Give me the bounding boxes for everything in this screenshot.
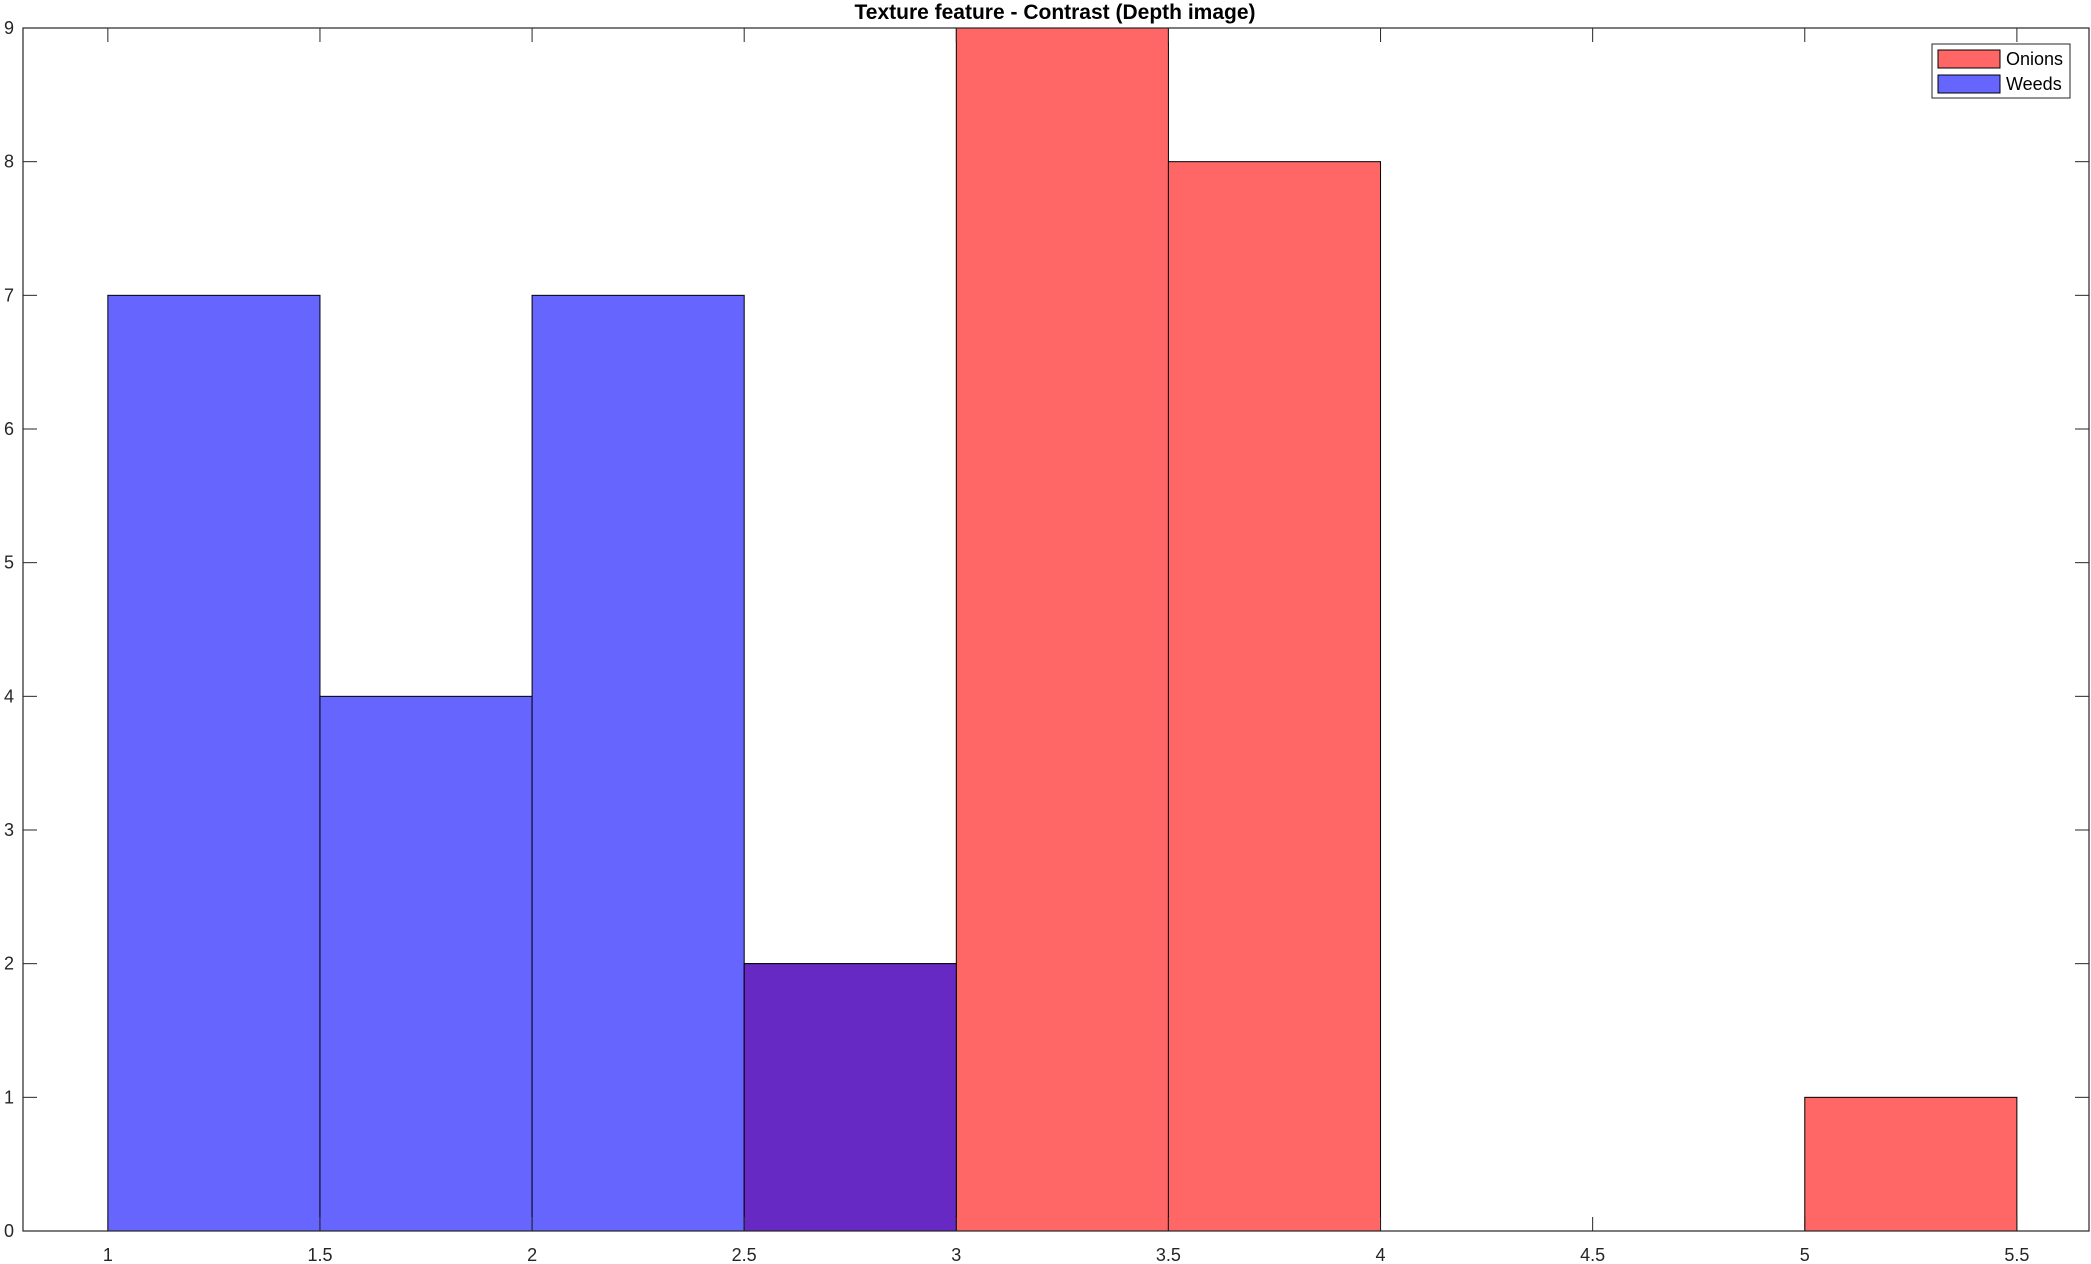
- ticks-layer: 1 1.5 2 2.5 3 3.5 4 4.5 5 5.5 0 1 2 3 4 5 6 7 8 9: [4, 18, 2089, 1264]
- legend-swatch-weeds: [1937, 74, 2001, 94]
- y-tick-label: 5: [4, 553, 14, 573]
- legend: Onions Weeds: [1931, 43, 2071, 99]
- x-tick-label: 1.5: [307, 1245, 332, 1264]
- bar-overlap-3: [743, 963, 957, 1232]
- x-tick-label: 4: [1376, 1245, 1386, 1264]
- axes-box: [22, 27, 2090, 1232]
- y-tick-label: 9: [4, 18, 14, 38]
- x-tick-label: 2.5: [732, 1245, 757, 1264]
- y-tick-label: 4: [4, 686, 14, 706]
- chart-title: Texture feature - Contrast (Depth image): [855, 1, 1256, 24]
- bar-onions-3: [1804, 1096, 2018, 1232]
- bar-onions-1: [955, 27, 1169, 1232]
- y-tick-label: 0: [4, 1221, 14, 1241]
- x-tick-label: 2: [527, 1245, 537, 1264]
- bar-onions-2: [1167, 161, 1382, 1232]
- x-tick-label: 5.5: [2004, 1245, 2029, 1264]
- y-tick-label: 2: [4, 954, 14, 974]
- x-tick-label: 5: [1800, 1245, 1810, 1264]
- legend-swatch-onions: [1937, 49, 2001, 69]
- y-tick-label: 3: [4, 820, 14, 840]
- bar-weeds-2: [531, 294, 745, 1232]
- x-tick-label: 1: [103, 1245, 113, 1264]
- x-tick-label: 3: [951, 1245, 961, 1264]
- y-tick-label: 1: [4, 1087, 14, 1107]
- x-tick-label: 3.5: [1156, 1245, 1181, 1264]
- legend-label-weeds: Weeds: [2006, 74, 2062, 94]
- bars-layer: [107, 27, 2018, 1232]
- legend-label-onions: Onions: [2006, 49, 2063, 69]
- y-tick-label: 7: [4, 285, 14, 305]
- bar-weeds-1: [319, 695, 533, 1232]
- y-tick-label: 6: [4, 419, 14, 439]
- y-tick-label: 8: [4, 152, 14, 172]
- x-tick-label: 4.5: [1580, 1245, 1605, 1264]
- bar-weeds-0: [107, 294, 321, 1232]
